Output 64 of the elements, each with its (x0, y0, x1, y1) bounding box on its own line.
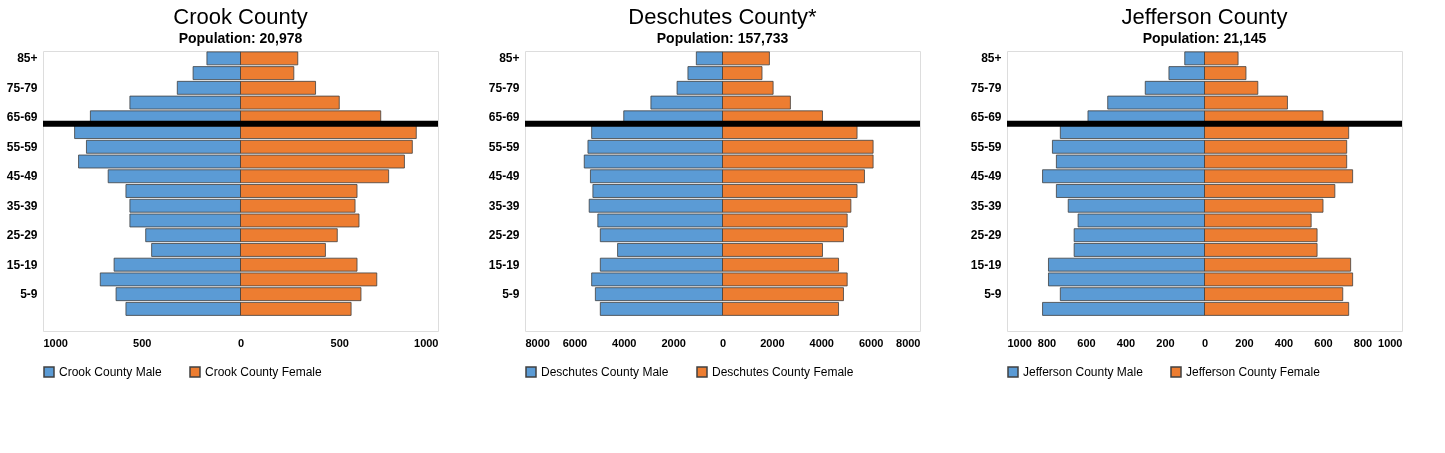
chart-subtitle: Population: 20,978 (178, 30, 303, 46)
y-tick-label: 65-69 (6, 110, 38, 125)
y-tick-label: 5-9 (20, 287, 38, 302)
legend-label: Crook County Female (205, 365, 323, 379)
x-tick-label: 400 (1116, 336, 1136, 349)
y-tick-label: 75-79 (6, 80, 38, 95)
x-tick-label: 0 (719, 336, 727, 349)
x-tick-label: 800 (1037, 336, 1057, 349)
y-tick-label: 75-79 (488, 80, 520, 95)
y-tick-label: 25-29 (488, 228, 520, 243)
x-tick-label: 500 (330, 336, 349, 349)
chart-title: Crook County (173, 4, 308, 29)
x-tick-label: 200 (1235, 336, 1254, 349)
legend-label: Crook County Male (59, 365, 163, 379)
x-tick-label: 4000 (809, 336, 834, 349)
y-tick-label: 25-29 (970, 228, 1002, 243)
y-tick-label: 45-49 (488, 169, 520, 184)
chart-subtitle: Population: 21,145 (1142, 30, 1267, 46)
y-tick-label: 65-69 (970, 110, 1002, 125)
x-tick-label: 6000 (858, 336, 884, 349)
y-tick-label: 25-29 (6, 228, 38, 243)
x-tick-label: 1000 (1378, 336, 1403, 349)
legend-label: Deschutes County Female (712, 365, 854, 379)
x-tick-label: 600 (1314, 336, 1333, 349)
legend-label: Deschutes County Male (541, 365, 669, 379)
y-tick-label: 55-59 (970, 139, 1002, 154)
y-tick-label: 55-59 (6, 139, 38, 154)
y-tick-label: 35-39 (488, 198, 520, 213)
x-tick-label: 0 (1201, 336, 1209, 349)
x-tick-label: 8000 (896, 336, 921, 349)
x-tick-label: 2000 (760, 336, 785, 349)
y-tick-label: 35-39 (970, 198, 1002, 213)
y-tick-label: 35-39 (6, 198, 38, 213)
y-tick-label: 45-49 (970, 169, 1002, 184)
y-tick-label: 85+ (981, 51, 1002, 66)
x-tick-label: 6000 (562, 336, 588, 349)
x-tick-label: 4000 (612, 336, 637, 349)
y-tick-label: 45-49 (6, 169, 38, 184)
legend-label: Jefferson County Male (1023, 365, 1144, 379)
x-tick-label: 600 (1077, 336, 1096, 349)
x-tick-label: 400 (1274, 336, 1294, 349)
y-tick-label: 85+ (499, 51, 520, 66)
x-tick-label: 1000 (414, 336, 439, 349)
y-tick-label: 85+ (17, 51, 38, 66)
x-tick-label: 800 (1353, 336, 1373, 349)
y-tick-label: 55-59 (488, 139, 520, 154)
y-tick-label: 5-9 (502, 287, 520, 302)
x-tick-label: 200 (1156, 336, 1175, 349)
x-tick-label: 1000 (43, 336, 68, 349)
x-tick-label: 0 (237, 336, 245, 349)
legend-label: Jefferson County Female (1186, 365, 1321, 379)
x-tick-label: 500 (133, 336, 152, 349)
y-tick-label: 5-9 (984, 287, 1002, 302)
chart-subtitle: Population: 157,733 (656, 30, 789, 46)
y-tick-label: 15-19 (488, 257, 520, 272)
y-tick-label: 75-79 (970, 80, 1002, 95)
chart-title: Deschutes County* (628, 4, 818, 29)
x-tick-label: 1000 (1007, 336, 1032, 349)
y-tick-label: 15-19 (970, 257, 1002, 272)
x-tick-label: 2000 (661, 336, 686, 349)
x-tick-label: 8000 (525, 336, 550, 349)
y-tick-label: 15-19 (6, 257, 38, 272)
chart-title: Jefferson County (1121, 4, 1288, 29)
y-tick-label: 65-69 (488, 110, 520, 125)
